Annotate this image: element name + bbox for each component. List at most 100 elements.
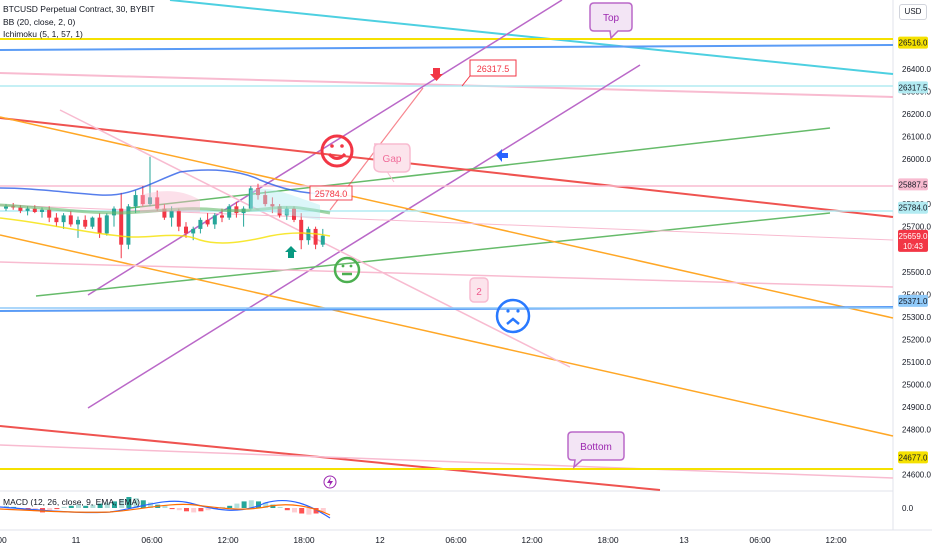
y-tick-label: 25700.0 xyxy=(902,223,931,232)
macd-bar xyxy=(241,501,247,508)
pink-line-mid xyxy=(0,261,894,288)
candle xyxy=(155,190,160,211)
price-tag: 25784.0 xyxy=(898,201,928,214)
price-tag-26317: 26317.5 xyxy=(461,59,517,87)
macd-bar xyxy=(263,502,269,508)
macd-bar xyxy=(11,506,17,508)
candle xyxy=(313,226,318,250)
candle xyxy=(176,208,181,232)
currency-button[interactable]: USD xyxy=(899,4,927,20)
macd-bar xyxy=(277,506,283,508)
candle xyxy=(112,206,116,227)
price-tag-25784-label: 25784.0 xyxy=(315,189,348,199)
pink-line-top xyxy=(0,72,894,98)
candle xyxy=(119,192,124,259)
callout-top: Top xyxy=(589,2,633,40)
macd-bar xyxy=(234,503,240,508)
macd-bar xyxy=(248,500,254,508)
teal-trendline xyxy=(169,0,894,75)
callout-two-label: 2 xyxy=(476,287,482,298)
price-tag-value: 26317.5 xyxy=(899,83,928,92)
symbol-legend[interactable]: BTCUSD Perpetual Contract, 30, BYBIT xyxy=(3,4,155,14)
price-tag-value: 25371.0 xyxy=(899,297,928,306)
callout-top-label: Top xyxy=(603,13,620,24)
candle xyxy=(162,204,167,220)
x-tick-label: 12:00 xyxy=(521,535,543,545)
macd-bar xyxy=(61,506,67,508)
x-tick-label: 00 xyxy=(0,535,7,545)
y-tick-label: 24900.0 xyxy=(902,403,931,412)
red-down-arrow-icon xyxy=(430,68,443,81)
macd-bar xyxy=(47,508,53,511)
macd-bar xyxy=(320,508,326,513)
callout-bottom-label: Bottom xyxy=(580,442,612,453)
y-tick-label: 26400.0 xyxy=(902,65,931,74)
happy-face-icon xyxy=(320,134,354,168)
macd-bar xyxy=(119,499,125,508)
y-tick-label: 25400.0 xyxy=(902,290,931,299)
red-trendline-lower xyxy=(0,425,661,491)
candle xyxy=(140,186,145,207)
callout-bottom: Bottom xyxy=(567,431,625,469)
price-axis: 26400.026300.026200.026100.026000.025800… xyxy=(902,65,931,513)
candle xyxy=(90,216,95,229)
bb-basis-line xyxy=(0,203,331,215)
time-axis: 00 11 06:00 12:00 18:00 12 06:00 12:00 18:00 13 06… xyxy=(0,535,847,545)
macd-bar xyxy=(306,508,312,515)
macd-bar xyxy=(126,497,132,508)
x-tick-label: 13 xyxy=(679,535,689,545)
red-trendline-upper xyxy=(0,117,894,218)
x-tick-label: 12:00 xyxy=(825,535,847,545)
macd-bar xyxy=(313,508,319,514)
candle xyxy=(133,190,138,214)
candle xyxy=(320,228,325,247)
ichimoku-legend[interactable]: Ichimoku (5, 1, 57, 1) xyxy=(3,29,83,39)
y-tick-label: 24600.0 xyxy=(902,471,931,480)
macd-bar xyxy=(198,508,204,512)
ichimoku-cloud xyxy=(140,191,200,213)
orange-line-lower xyxy=(0,234,894,437)
x-tick-label: 06:00 xyxy=(445,535,467,545)
green-line-upper xyxy=(129,127,831,209)
price-tag-value: 25659.0 xyxy=(899,232,928,241)
price-tag: 24677.0 xyxy=(898,451,928,464)
price-tag: 25887.5 xyxy=(898,178,928,191)
x-tick-label: 11 xyxy=(72,535,81,545)
macd-legend[interactable]: MACD (12, 26, close, 9, EMA, EMA) xyxy=(3,497,140,507)
macd-bar xyxy=(205,508,211,511)
bb-legend[interactable]: BB (20, close, 2, 0) xyxy=(3,17,76,27)
x-tick-label: 18:00 xyxy=(293,535,315,545)
candle xyxy=(126,204,131,250)
price-tag-value: 25784.0 xyxy=(899,204,928,213)
x-tick-label: 12 xyxy=(375,535,385,545)
macd-bar xyxy=(270,504,276,508)
candle xyxy=(148,156,152,207)
macd-bar xyxy=(191,508,197,513)
macd-bar xyxy=(176,508,182,511)
macd-bar xyxy=(284,508,290,511)
candle xyxy=(256,183,260,200)
orange-line-upper xyxy=(0,116,894,319)
price-tag: 25371.0 xyxy=(898,294,928,307)
callout-two: 2 xyxy=(469,277,489,303)
price-tag-26317-label: 26317.5 xyxy=(477,64,510,74)
bb-upper-line xyxy=(0,169,331,196)
candle xyxy=(68,210,73,227)
y-tick-label: 25200.0 xyxy=(902,335,931,344)
macd-bar xyxy=(256,501,261,508)
lightning-icon xyxy=(323,475,337,489)
macd-bar xyxy=(220,506,225,508)
x-tick-label: 06:00 xyxy=(141,535,163,545)
price-tag: 26317.5 xyxy=(898,81,928,94)
macd-bar xyxy=(68,505,74,508)
macd-bar xyxy=(169,508,175,510)
macd-bar xyxy=(54,508,60,510)
y-tick-label: 26000.0 xyxy=(902,155,931,164)
candle xyxy=(83,215,88,229)
candle xyxy=(104,213,109,236)
indicator-lines xyxy=(0,169,331,244)
ichimoku-cloud-blue xyxy=(250,188,320,220)
macd-zero-label: 0.0 xyxy=(902,504,914,513)
